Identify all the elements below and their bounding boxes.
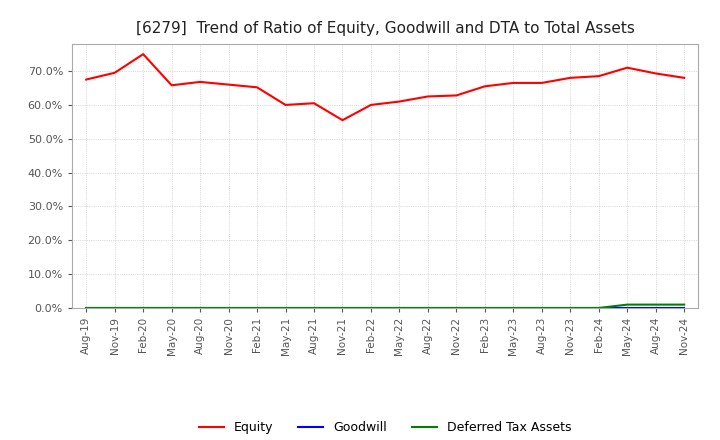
Equity xyxy=(566,75,575,81)
Goodwill xyxy=(139,305,148,311)
Equity xyxy=(395,99,404,104)
Goodwill xyxy=(110,305,119,311)
Deferred Tax Assets xyxy=(282,305,290,311)
Goodwill xyxy=(196,305,204,311)
Equity xyxy=(167,83,176,88)
Goodwill xyxy=(225,305,233,311)
Deferred Tax Assets xyxy=(167,305,176,311)
Equity xyxy=(595,73,603,79)
Deferred Tax Assets xyxy=(338,305,347,311)
Deferred Tax Assets xyxy=(225,305,233,311)
Equity xyxy=(537,80,546,85)
Deferred Tax Assets xyxy=(595,305,603,311)
Deferred Tax Assets xyxy=(196,305,204,311)
Deferred Tax Assets xyxy=(480,305,489,311)
Deferred Tax Assets xyxy=(253,305,261,311)
Equity xyxy=(282,102,290,107)
Deferred Tax Assets xyxy=(680,302,688,307)
Deferred Tax Assets xyxy=(652,302,660,307)
Equity xyxy=(680,75,688,81)
Deferred Tax Assets xyxy=(423,305,432,311)
Equity xyxy=(480,84,489,89)
Goodwill xyxy=(338,305,347,311)
Deferred Tax Assets xyxy=(110,305,119,311)
Line: Equity: Equity xyxy=(86,54,684,120)
Equity xyxy=(652,71,660,76)
Goodwill xyxy=(395,305,404,311)
Goodwill xyxy=(566,305,575,311)
Deferred Tax Assets xyxy=(509,305,518,311)
Equity xyxy=(82,77,91,82)
Line: Deferred Tax Assets: Deferred Tax Assets xyxy=(86,304,684,308)
Goodwill xyxy=(282,305,290,311)
Legend: Equity, Goodwill, Deferred Tax Assets: Equity, Goodwill, Deferred Tax Assets xyxy=(194,416,577,439)
Equity xyxy=(253,84,261,90)
Equity xyxy=(139,51,148,57)
Equity xyxy=(452,93,461,98)
Goodwill xyxy=(310,305,318,311)
Equity xyxy=(310,101,318,106)
Deferred Tax Assets xyxy=(537,305,546,311)
Goodwill xyxy=(253,305,261,311)
Equity xyxy=(509,80,518,85)
Goodwill xyxy=(623,305,631,311)
Deferred Tax Assets xyxy=(82,305,91,311)
Goodwill xyxy=(509,305,518,311)
Goodwill xyxy=(82,305,91,311)
Deferred Tax Assets xyxy=(395,305,404,311)
Deferred Tax Assets xyxy=(139,305,148,311)
Goodwill xyxy=(167,305,176,311)
Goodwill xyxy=(595,305,603,311)
Title: [6279]  Trend of Ratio of Equity, Goodwill and DTA to Total Assets: [6279] Trend of Ratio of Equity, Goodwil… xyxy=(136,21,634,36)
Deferred Tax Assets xyxy=(566,305,575,311)
Goodwill xyxy=(537,305,546,311)
Equity xyxy=(423,94,432,99)
Equity xyxy=(366,102,375,107)
Goodwill xyxy=(452,305,461,311)
Goodwill xyxy=(652,305,660,311)
Equity xyxy=(623,65,631,70)
Goodwill xyxy=(480,305,489,311)
Equity xyxy=(338,117,347,123)
Goodwill xyxy=(366,305,375,311)
Goodwill xyxy=(423,305,432,311)
Equity xyxy=(196,79,204,84)
Equity xyxy=(110,70,119,75)
Deferred Tax Assets xyxy=(366,305,375,311)
Goodwill xyxy=(680,305,688,311)
Deferred Tax Assets xyxy=(310,305,318,311)
Deferred Tax Assets xyxy=(452,305,461,311)
Deferred Tax Assets xyxy=(623,302,631,307)
Equity xyxy=(225,82,233,87)
